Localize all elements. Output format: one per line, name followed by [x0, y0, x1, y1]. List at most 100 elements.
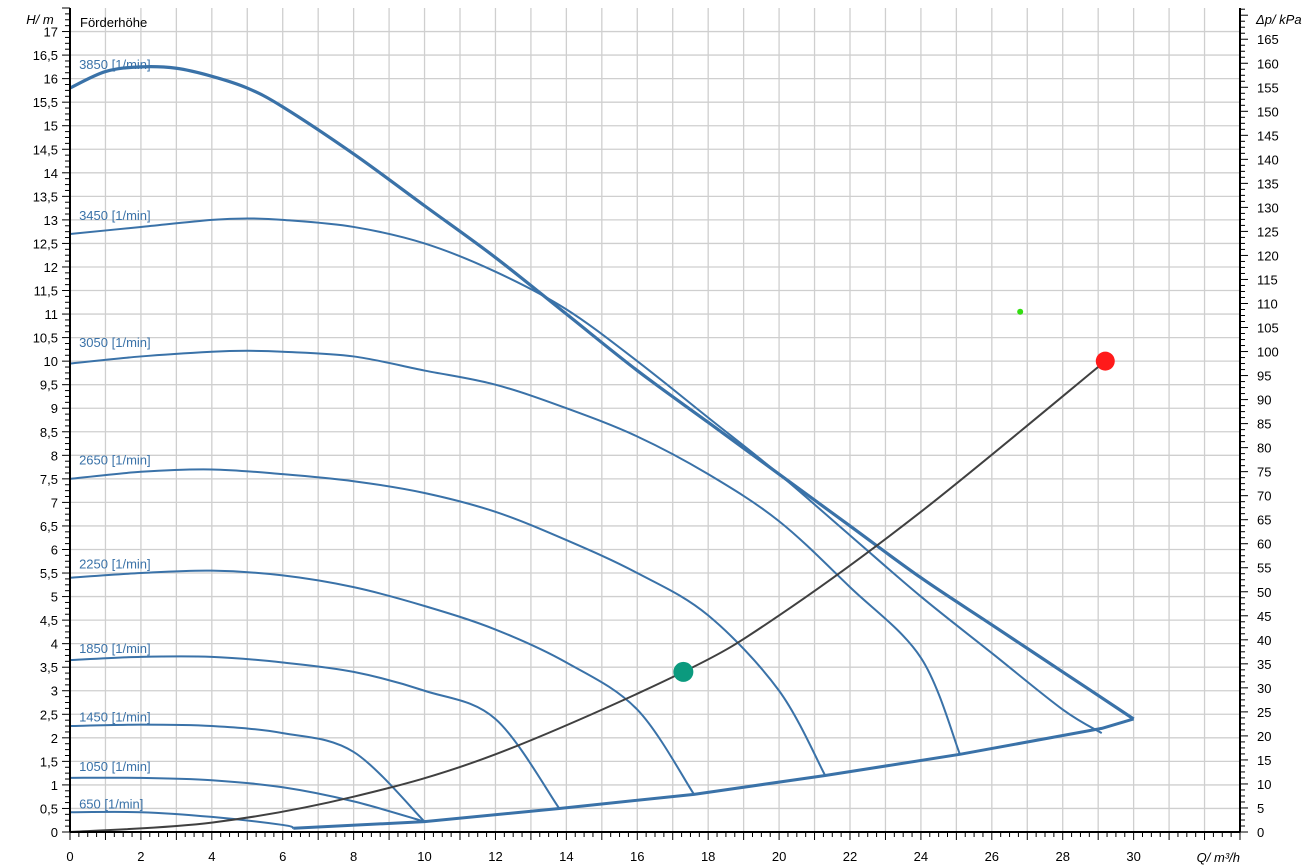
- y-left-tick-label: 11: [45, 307, 59, 322]
- y-left-tick-label: 16,5: [33, 48, 58, 63]
- y-right-tick-label: 45: [1257, 609, 1271, 624]
- y-left-tick-label: 8,5: [40, 425, 58, 440]
- y-left-tick-label: 0: [51, 825, 58, 840]
- y-left-tick-label: 12: [44, 260, 58, 275]
- speed-curve-labels: 3850 [1/min] 3450 [1/min] 3050 [1/min] 2650…: [79, 57, 151, 811]
- y-left-tick-label: 1,5: [40, 754, 58, 769]
- y-left-tick-label: 3,5: [40, 660, 58, 675]
- chart-title: Förderhöhe: [80, 15, 147, 30]
- y-left-tick-label: 17: [44, 25, 58, 40]
- y-right-tick-label: 105: [1257, 321, 1279, 336]
- y-right-tick-label: 30: [1257, 681, 1271, 696]
- y-right-tick-label: 65: [1257, 513, 1271, 528]
- speed-curve: [69, 349, 961, 755]
- speed-curve-label: 3050 [1/min]: [79, 335, 151, 350]
- y-left-tick-label: 2: [51, 731, 58, 746]
- y-right-tick-label: 165: [1257, 32, 1279, 47]
- y-left-tick-label: 12,5: [33, 236, 58, 251]
- points-group: [673, 308, 1115, 682]
- x-tick-label: 22: [843, 849, 857, 864]
- y-left-tick-label: 9: [51, 401, 58, 416]
- speed-curve-label: 1050 [1/min]: [79, 759, 151, 774]
- operating-point: [673, 661, 694, 682]
- y-right-tick-label: 155: [1257, 80, 1279, 95]
- x-tick-label: 24: [914, 849, 928, 864]
- y-left-tick-label: 4: [51, 637, 58, 652]
- y-right-tick-label: 60: [1257, 537, 1271, 552]
- y-right-tick-label: 120: [1257, 248, 1279, 263]
- y-left-tick-label: 4,5: [40, 613, 58, 628]
- speed-curve-label: 3850 [1/min]: [79, 57, 151, 72]
- y-left-tick-label: 3: [51, 684, 58, 699]
- x-tick-label: 4: [208, 849, 215, 864]
- y-right-tick-label: 55: [1257, 561, 1271, 576]
- y-left-tick-label: 5: [51, 590, 58, 605]
- x-tick-label: 16: [630, 849, 644, 864]
- y-right-tick-label: 75: [1257, 465, 1271, 480]
- y-left-tick-label: 1: [51, 778, 58, 793]
- y-left-tick-label: 13,5: [33, 189, 58, 204]
- y-right-tick-label: 25: [1257, 705, 1271, 720]
- speed-curve-label: 1450 [1/min]: [79, 709, 151, 724]
- speed-curve: [69, 569, 695, 795]
- y-left-tick-label: 2,5: [40, 707, 58, 722]
- grid-lines: [69, 8, 1241, 833]
- y-left-tick-label: 10: [44, 354, 58, 369]
- y-left-tick-label: 0,5: [40, 801, 58, 816]
- y-left-tick-label: 11,5: [34, 284, 58, 299]
- y-right-tick-label: 135: [1257, 176, 1279, 191]
- speed-curve: [69, 776, 425, 823]
- x-tick-label: 0: [66, 849, 73, 864]
- speed-curve-label: 2650 [1/min]: [79, 453, 151, 468]
- y-right-tick-label: 0: [1257, 825, 1264, 840]
- y-right-tick-label: 85: [1257, 417, 1271, 432]
- y-left-tick-label: 5,5: [40, 566, 58, 581]
- y-right-tick-label: 145: [1257, 128, 1279, 143]
- y-right-tick-label: 130: [1257, 200, 1279, 215]
- y-right-tick-label: 100: [1257, 345, 1279, 360]
- x-tick-label: 6: [279, 849, 286, 864]
- y-left-tick-label: 13: [44, 213, 58, 228]
- x-tick-label: 12: [488, 849, 502, 864]
- speed-curve-label: 3450 [1/min]: [79, 208, 151, 223]
- y-right-tick-label: 40: [1257, 633, 1271, 648]
- y-right-tick-label: 90: [1257, 393, 1271, 408]
- y-left-tick-label: 9,5: [40, 378, 58, 393]
- y-right-tick-label: 5: [1257, 801, 1264, 816]
- y-left-tick-label: 6: [51, 542, 58, 557]
- y-left-tick-label: 7,5: [40, 472, 58, 487]
- speed-curve: [69, 810, 294, 830]
- system-curve: [69, 360, 1106, 833]
- y-left-tick-label: 8: [51, 448, 58, 463]
- x-tick-label: 26: [985, 849, 999, 864]
- y-right-tick-label: 140: [1257, 152, 1279, 167]
- axes: [62, 7, 1248, 840]
- y-left-tick-label: 6,5: [40, 519, 58, 534]
- y-right-tick-label: 95: [1257, 369, 1271, 384]
- y-right-tick-label: 70: [1257, 489, 1271, 504]
- limit-line-group: [293, 717, 1135, 830]
- y-right-axis-label: Δp/ kPa: [1255, 12, 1302, 27]
- y-left-axis-label: H/ m: [26, 12, 54, 27]
- x-tick-label: 18: [701, 849, 715, 864]
- x-tick-label: 30: [1126, 849, 1140, 864]
- x-tick-label: 8: [350, 849, 357, 864]
- speed-curve: [69, 65, 1135, 721]
- y-left-tick-label: 16: [44, 72, 58, 87]
- y-right-tick-label: 35: [1257, 657, 1271, 672]
- y-left-tick-label: 14: [44, 166, 58, 181]
- y-left-tick-label: 15,5: [33, 95, 58, 110]
- x-tick-label: 10: [417, 849, 431, 864]
- design-point: [1095, 351, 1115, 371]
- y-left-tick-label: 14,5: [33, 142, 58, 157]
- y-right-tick-label: 15: [1257, 753, 1271, 768]
- system-curve-group: [69, 360, 1106, 833]
- y-right-tick-label: 10: [1257, 777, 1271, 792]
- y-left-tick-label: 7: [51, 495, 58, 510]
- y-left-tick-label: 15: [44, 119, 58, 134]
- speed-curve-label: 650 [1/min]: [79, 796, 143, 811]
- y-right-tick-label: 115: [1257, 272, 1278, 287]
- speed-curve: [69, 468, 827, 776]
- speed-curve: [69, 217, 1103, 734]
